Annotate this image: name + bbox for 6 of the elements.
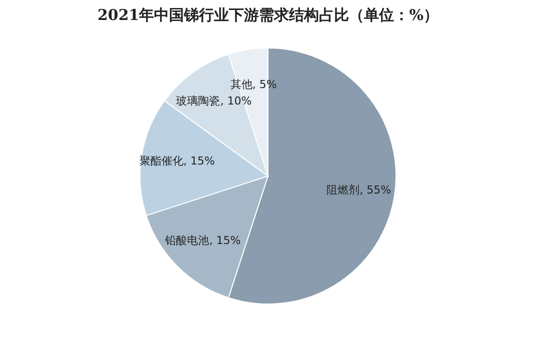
slice-label: 聚酯催化, 15% <box>139 154 215 168</box>
slice-label: 铅酸电池, 15% <box>164 234 241 248</box>
chart-title: 2021年中国锑行业下游需求结构占比（单位：%） <box>97 6 439 24</box>
slice-label: 玻璃陶瓷, 10% <box>176 94 252 108</box>
slice-label: 其他, 5% <box>230 78 277 92</box>
slice-label: 阻燃剂, 55% <box>326 183 392 196</box>
